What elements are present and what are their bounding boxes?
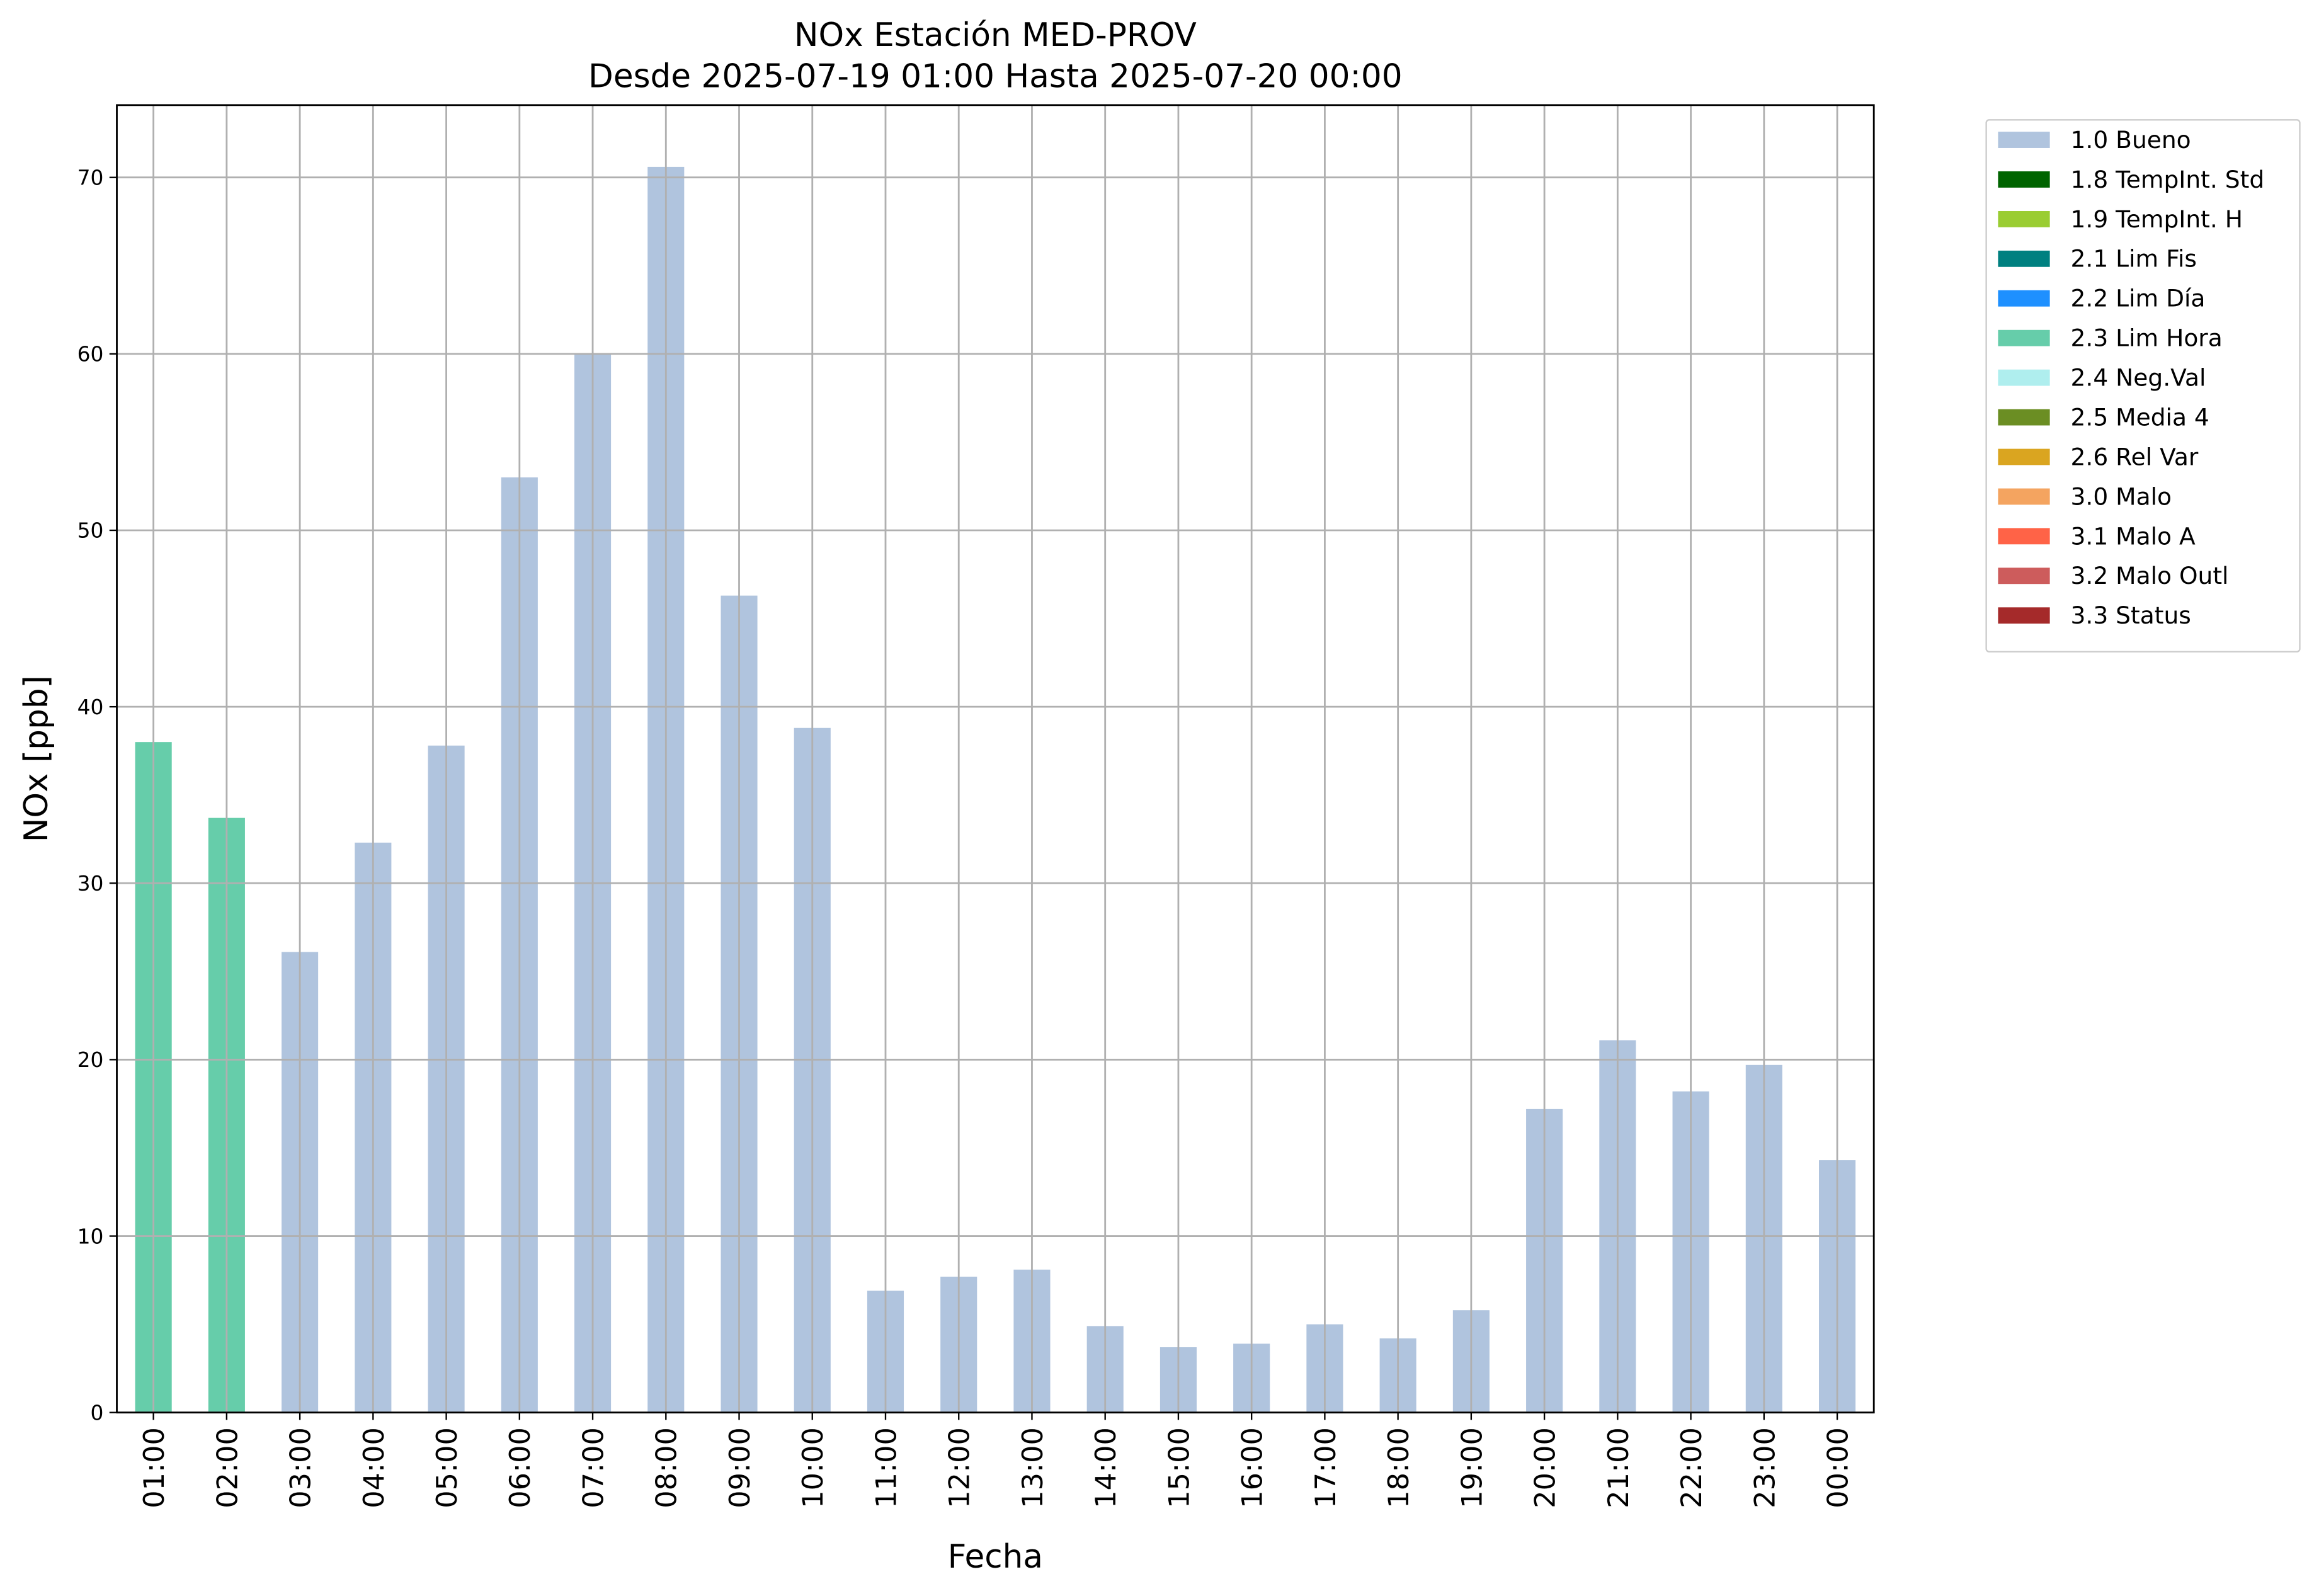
x-tick-label: 01:00 <box>138 1427 171 1508</box>
legend-swatch <box>1998 329 2050 346</box>
legend-label: 1.0 Bueno <box>2071 126 2191 154</box>
x-tick-label: 05:00 <box>431 1427 464 1508</box>
legend-label: 3.0 Malo <box>2071 482 2172 510</box>
y-tick-label: 40 <box>77 695 104 719</box>
legend-label: 1.9 TempInt. H <box>2071 205 2243 233</box>
x-tick-label: 06:00 <box>504 1427 537 1508</box>
x-tick-label: 12:00 <box>943 1427 976 1508</box>
x-tick-label: 09:00 <box>724 1427 756 1508</box>
legend-label: 3.3 Status <box>2071 601 2191 629</box>
x-tick-label: 10:00 <box>797 1427 829 1508</box>
legend-swatch <box>1998 250 2050 267</box>
legend-box <box>1985 119 2301 653</box>
y-tick-label: 0 <box>90 1400 103 1425</box>
legend-swatch <box>1998 409 2050 426</box>
y-tick-label: 30 <box>77 871 104 896</box>
x-tick-label: 21:00 <box>1602 1427 1635 1508</box>
x-tick-label: 22:00 <box>1675 1427 1708 1508</box>
legend-swatch <box>1998 369 2050 386</box>
x-tick-label: 17:00 <box>1309 1427 1342 1508</box>
legend-label: 3.2 Malo Outl <box>2071 562 2229 590</box>
legend-label: 2.6 Rel Var <box>2071 443 2199 470</box>
legend-label: 2.4 Neg.Val <box>2071 364 2206 392</box>
legend-swatch <box>1998 171 2050 188</box>
x-tick-label: 07:00 <box>577 1427 610 1508</box>
plot-frame <box>116 104 1875 1414</box>
x-tick-label: 14:00 <box>1090 1427 1122 1508</box>
x-tick-label: 00:00 <box>1822 1427 1855 1508</box>
legend-swatch <box>1998 210 2050 227</box>
x-tick-label: 19:00 <box>1456 1427 1488 1508</box>
x-tick-label: 18:00 <box>1382 1427 1415 1508</box>
x-tick-label: 03:00 <box>285 1427 317 1508</box>
legend-swatch <box>1998 607 2050 624</box>
y-tick-label: 60 <box>77 342 104 367</box>
legend-label: 2.1 Lim Fis <box>2071 245 2197 273</box>
x-tick-label: 16:00 <box>1236 1427 1269 1508</box>
y-tick-label: 70 <box>77 165 104 190</box>
legend-swatch <box>1998 290 2050 307</box>
x-tick-label: 15:00 <box>1163 1427 1195 1508</box>
y-tick-label: 50 <box>77 518 104 543</box>
legend-label: 2.3 Lim Hora <box>2071 324 2223 352</box>
legend-swatch <box>1998 448 2050 465</box>
legend-label: 2.5 Media 4 <box>2071 403 2209 431</box>
x-tick-label: 08:00 <box>651 1427 683 1508</box>
legend-swatch <box>1998 567 2050 584</box>
legend-swatch <box>1998 488 2050 505</box>
x-tick-label: 20:00 <box>1529 1427 1562 1508</box>
chart-subtitle: Desde 2025-07-19 01:00 Hasta 2025-07-20 … <box>588 58 1403 96</box>
legend-swatch <box>1998 528 2050 545</box>
x-tick-label: 02:00 <box>211 1427 244 1508</box>
legend-label: 3.1 Malo A <box>2071 522 2196 550</box>
x-tick-label: 23:00 <box>1748 1427 1781 1508</box>
x-axis-label: Fecha <box>948 1538 1043 1576</box>
legend-label: 2.2 Lim Día <box>2071 285 2206 312</box>
x-tick-label: 11:00 <box>870 1427 903 1508</box>
legend-swatch <box>1998 132 2050 148</box>
legend-label: 1.8 TempInt. Std <box>2071 166 2265 193</box>
y-tick-label: 20 <box>77 1047 104 1072</box>
x-tick-label: 04:00 <box>358 1427 390 1508</box>
y-tick-label: 10 <box>77 1224 104 1248</box>
x-tick-label: 13:00 <box>1017 1427 1049 1508</box>
chart-title: NOx Estación MED-PROV <box>794 16 1197 54</box>
y-axis-label: NOx [ppb] <box>18 675 55 842</box>
